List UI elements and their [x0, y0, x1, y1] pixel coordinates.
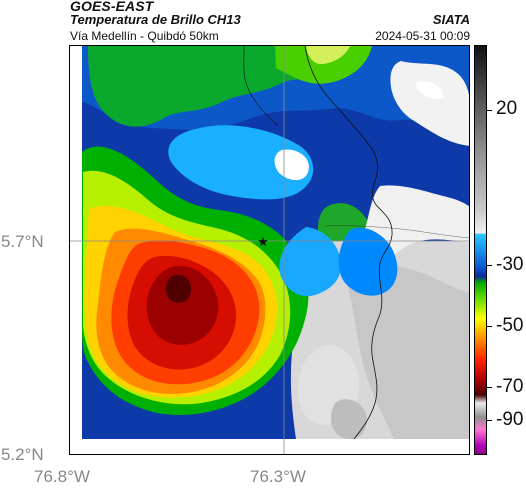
map-svg: ★ [70, 46, 469, 454]
satellite-map: ★ [69, 45, 470, 455]
latitude-label-5-7: 5.7°N [1, 232, 44, 251]
colorbar-label-minus-50: -50 [496, 315, 524, 336]
secondary-border-line [324, 225, 469, 239]
colorbar-label-minus-70: -70 [496, 376, 524, 397]
longitude-label-76-3: 76.3°W [250, 467, 306, 486]
gray-land-shade [342, 263, 469, 439]
colorbar-gradient [475, 46, 486, 454]
white-cloud-patch [415, 81, 444, 99]
colorbar-tick-20 [487, 110, 492, 111]
latitude-label-5-2: 5.2°N [1, 445, 44, 464]
colorbar-tick-minus-50 [487, 326, 492, 327]
colorbar-tick-minus-70 [487, 387, 492, 388]
colorbar-tick-minus-30 [487, 265, 492, 266]
yellow-green-cloud-top [306, 46, 350, 65]
colorbar-label-minus-30: -30 [496, 254, 524, 275]
coldest-storm-core [165, 274, 192, 303]
colorbar-label-20: 20 [496, 98, 518, 119]
map-bottom-margin [82, 439, 469, 454]
cyan-cloud-center [168, 125, 314, 200]
white-cloud-center [274, 149, 309, 181]
datetime-label: 2024-05-31 00:09 [375, 29, 470, 43]
satellite-title: GOES-EAST [70, 0, 154, 14]
colorbar-tick-minus-90 [487, 420, 492, 421]
colorbar-label-minus-90: -90 [496, 409, 524, 430]
route-label: Vía Medellín - Quibdó 50km [70, 29, 219, 43]
country-border-line [304, 46, 393, 440]
cyan-cell-right [279, 227, 341, 297]
longitude-label-76-8: 76.8°W [34, 467, 90, 486]
light-green-cloud-top [275, 46, 372, 84]
location-marker-star: ★ [257, 235, 269, 250]
temperature-colorbar [474, 45, 487, 455]
source-label: SIATA [432, 12, 470, 27]
gray-cell-bottom-dark [331, 399, 367, 440]
coastline-top [243, 46, 278, 126]
dark-red-storm-core [146, 265, 219, 345]
blue-cell-right [338, 227, 398, 296]
gray-cloud-top-right [390, 61, 469, 146]
channel-subtitle: Temperatura de Brillo CH13 [70, 12, 241, 27]
